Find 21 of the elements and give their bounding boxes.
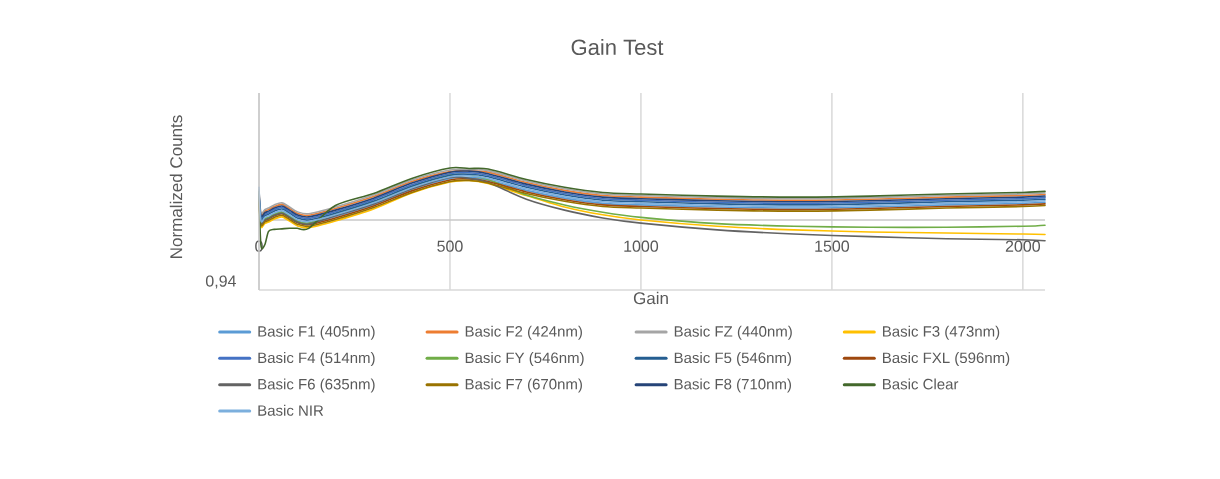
legend-label: Basic F2 (424nm) <box>465 325 582 340</box>
legend-label: Basic NIR <box>258 404 324 416</box>
legend-label: Basic F5 (546nm) <box>674 352 792 367</box>
legend-label: Basic F7 (670nm) <box>465 378 582 393</box>
legend-label: Basic F1 (405nm) <box>258 325 375 340</box>
legend-label: Basic FXL (596nm) <box>883 352 1010 367</box>
legend-label: Basic F3 (473nm) <box>883 325 1000 340</box>
x-tick-label: 1000 <box>624 240 659 252</box>
text: 0,94 <box>205 275 236 289</box>
legend-label: Basic F8 (710nm) <box>674 378 792 393</box>
y-axis-title: Normalized Counts <box>169 115 183 258</box>
chart-title: Gain Test <box>571 38 664 56</box>
x-tick-label: 500 <box>437 240 463 252</box>
x-tick-label: 1500 <box>815 240 850 252</box>
legend-label: Basic FY (546nm) <box>465 352 584 367</box>
x-tick-label: 2000 <box>1005 240 1041 252</box>
legend-label: Basic F6 (635nm) <box>258 378 375 393</box>
x-axis-title: Gain <box>633 291 668 305</box>
legend-label: Basic F4 (514nm) <box>258 352 375 367</box>
legend-label: Basic FZ (440nm) <box>674 325 792 340</box>
legend-label: Basic Clear <box>883 378 959 390</box>
